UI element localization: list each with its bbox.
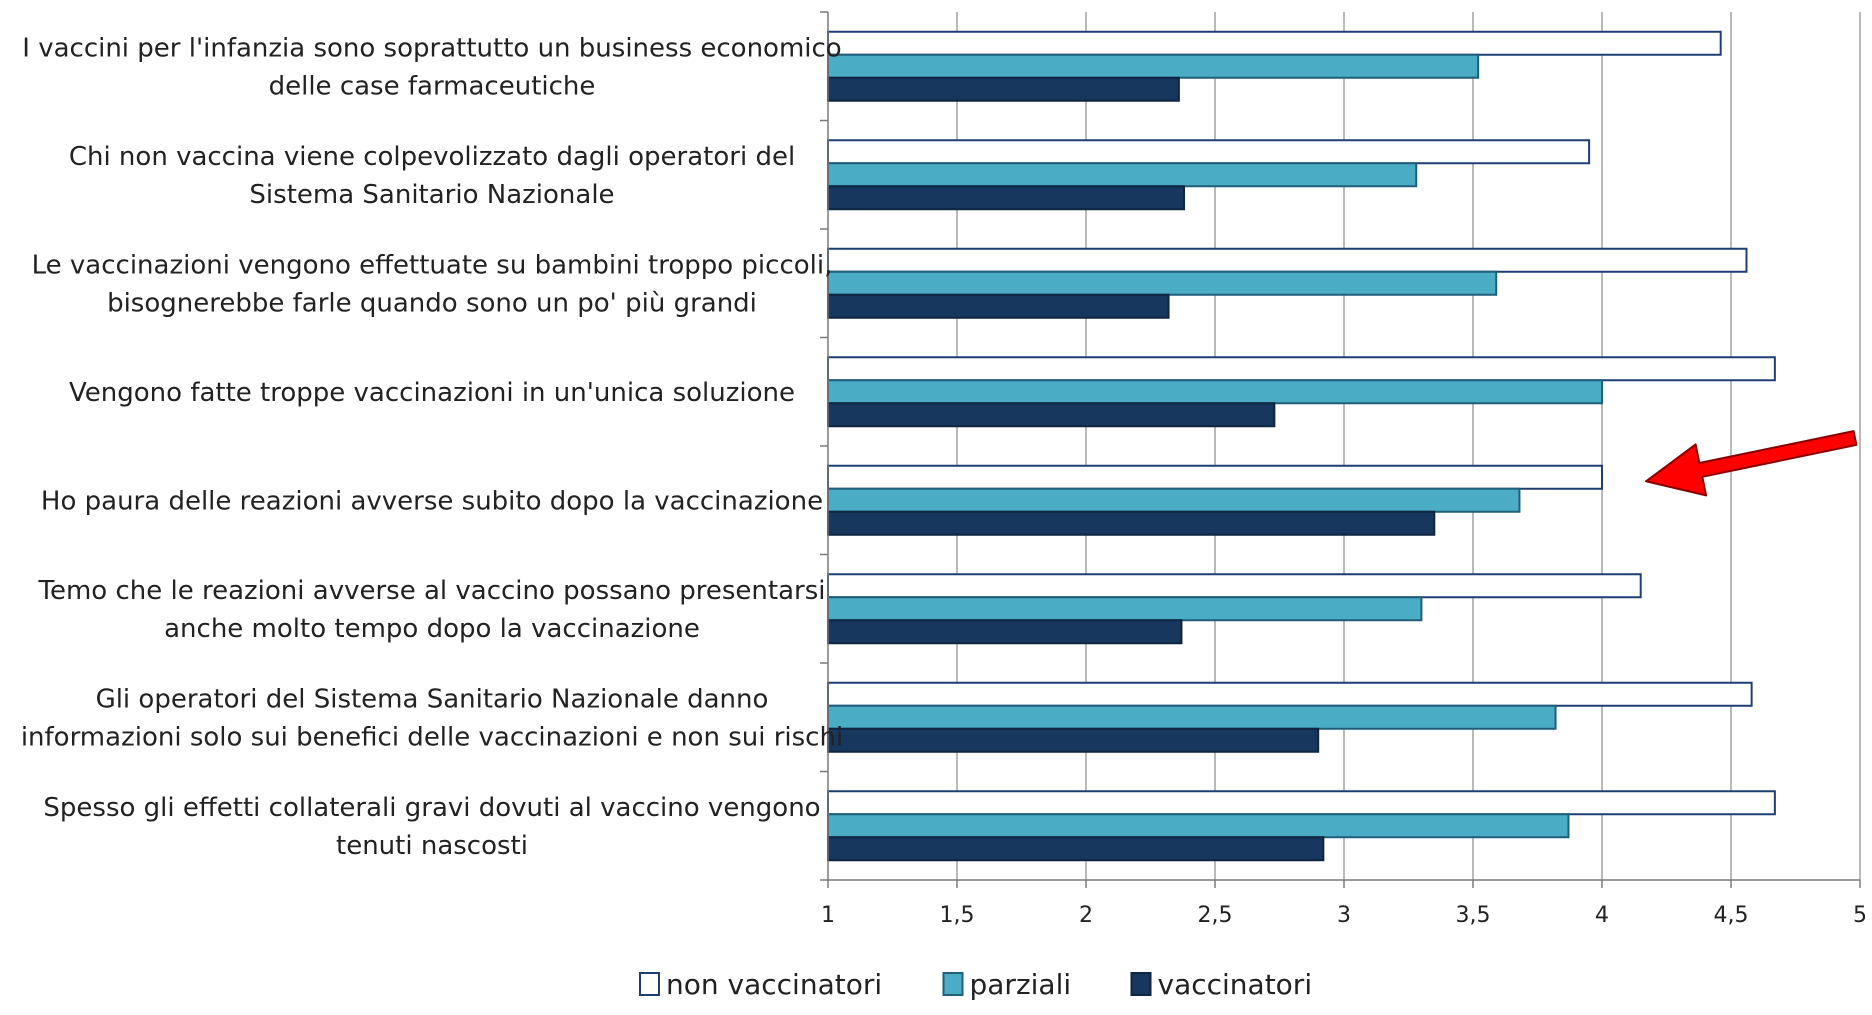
legend-label: vaccinatori bbox=[1158, 968, 1313, 1001]
bar-parziali bbox=[827, 270, 1498, 296]
x-tick-label: 2 bbox=[1079, 903, 1093, 928]
category-label-line: Vengono fatte troppe vaccinazioni in un'… bbox=[69, 378, 795, 408]
bar-non-vaccinatori bbox=[827, 573, 1642, 599]
category-label-line: tenuti nascosti bbox=[336, 831, 528, 861]
bar-vaccinatori bbox=[827, 402, 1276, 428]
bar-parziali bbox=[827, 53, 1480, 79]
bar-non-vaccinatori bbox=[827, 139, 1591, 165]
bar-vaccinatori bbox=[827, 185, 1186, 211]
red-arrow-icon bbox=[1645, 430, 1858, 497]
category-label: Le vaccinazioni vengono effettuate su ba… bbox=[32, 250, 833, 318]
category-label: Spesso gli effetti collaterali gravi dov… bbox=[43, 793, 820, 861]
bar-vaccinatori bbox=[827, 836, 1325, 862]
category-label-line: bisognerebbe farle quando sono un po' pi… bbox=[107, 288, 757, 318]
category-label-line: Chi non vaccina viene colpevolizzato dag… bbox=[69, 142, 795, 172]
legend-swatch-non-vaccinatori bbox=[639, 972, 660, 996]
bar-parziali bbox=[827, 379, 1603, 405]
legend: non vaccinatori parziali vaccinatori bbox=[639, 968, 1313, 1001]
category-label-line: Temo che le reazioni avverse al vaccino … bbox=[38, 576, 826, 606]
bar-parziali bbox=[827, 596, 1423, 622]
category-label-line: Le vaccinazioni vengono effettuate su ba… bbox=[32, 250, 833, 280]
bar-non-vaccinatori bbox=[827, 681, 1753, 707]
x-tick-labels: 1 1,5 2 2,5 3 3,5 4 4,5 5 bbox=[821, 903, 1867, 928]
bar-parziali bbox=[827, 487, 1521, 513]
category-label: Vengono fatte troppe vaccinazioni in un'… bbox=[69, 378, 795, 408]
x-tick-label: 3 bbox=[1337, 903, 1351, 928]
bar-vaccinatori bbox=[827, 76, 1180, 102]
category-label-line: informazioni solo sui benefici delle vac… bbox=[21, 722, 843, 752]
bar-vaccinatori bbox=[827, 510, 1436, 536]
legend-swatch-vaccinatori bbox=[1130, 972, 1152, 996]
bar-non-vaccinatori bbox=[827, 790, 1776, 816]
legend-label: non vaccinatori bbox=[666, 968, 882, 1001]
annotation bbox=[1645, 430, 1858, 497]
bar-non-vaccinatori bbox=[827, 356, 1776, 382]
category-label-line: Sistema Sanitario Nazionale bbox=[249, 180, 614, 210]
bar-non-vaccinatori bbox=[827, 30, 1722, 56]
bar-non-vaccinatori bbox=[827, 247, 1748, 273]
category-label-line: anche molto tempo dopo la vaccinazione bbox=[164, 614, 700, 644]
category-label-line: Gli operatori del Sistema Sanitario Nazi… bbox=[96, 684, 769, 714]
x-tick-label: 1,5 bbox=[940, 903, 975, 928]
category-label: Temo che le reazioni avverse al vaccino … bbox=[38, 576, 826, 644]
category-label-line: delle case farmaceutiche bbox=[269, 71, 596, 101]
category-label-line: I vaccini per l'infanzia sono soprattutt… bbox=[22, 33, 841, 63]
category-label: Ho paura delle reazioni avverse subito d… bbox=[41, 486, 823, 516]
legend-swatch-parziali bbox=[942, 972, 964, 996]
bar-parziali bbox=[827, 813, 1570, 839]
x-tick-label: 3,5 bbox=[1456, 903, 1491, 928]
category-label: I vaccini per l'infanzia sono soprattutt… bbox=[22, 33, 841, 101]
bar-parziali bbox=[827, 704, 1557, 730]
bar-vaccinatori bbox=[827, 619, 1183, 645]
category-label-line: Spesso gli effetti collaterali gravi dov… bbox=[43, 793, 820, 823]
category-label: Gli operatori del Sistema Sanitario Nazi… bbox=[21, 684, 843, 752]
axes bbox=[820, 11, 1861, 888]
bar-parziali bbox=[827, 162, 1418, 188]
category-label: Chi non vaccina viene colpevolizzato dag… bbox=[69, 142, 795, 210]
x-tick-label: 1 bbox=[821, 903, 835, 928]
bar-vaccinatori bbox=[827, 727, 1320, 753]
x-tick-label: 4,5 bbox=[1714, 903, 1749, 928]
bar-vaccinatori bbox=[827, 293, 1170, 319]
bar-non-vaccinatori bbox=[827, 464, 1603, 490]
x-tick-label: 2,5 bbox=[1198, 903, 1233, 928]
legend-label: parziali bbox=[970, 968, 1072, 1001]
category-labels: I vaccini per l'infanzia sono soprattutt… bbox=[21, 33, 843, 861]
x-tick-label: 4 bbox=[1595, 903, 1609, 928]
category-label-line: Ho paura delle reazioni avverse subito d… bbox=[41, 486, 823, 516]
x-tick-label: 5 bbox=[1853, 903, 1867, 928]
bars bbox=[827, 30, 1776, 862]
